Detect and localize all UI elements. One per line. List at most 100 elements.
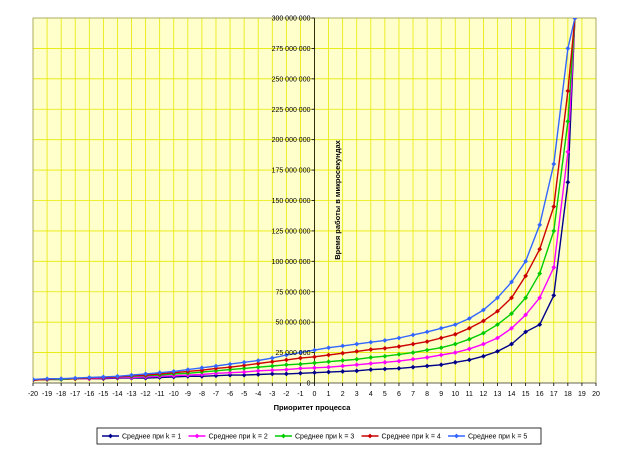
data-point-k5 xyxy=(368,339,374,345)
data-point-k5 xyxy=(410,332,416,338)
data-point-k1 xyxy=(565,179,571,185)
data-point-k3 xyxy=(283,362,289,368)
y-tick-label: 225 000 000 xyxy=(272,107,311,114)
legend-swatch-marker xyxy=(367,433,373,439)
y-tick-label: 75 000 000 xyxy=(275,289,310,296)
data-point-k5 xyxy=(452,322,458,327)
data-point-k2 xyxy=(382,359,388,365)
data-point-k4 xyxy=(213,366,219,371)
data-point-k3 xyxy=(509,311,514,317)
data-point-k5 xyxy=(438,325,444,331)
x-tick-label: -11 xyxy=(155,391,165,398)
data-point-k4 xyxy=(466,325,472,331)
data-point-k3 xyxy=(495,322,500,327)
x-tick-label: -13 xyxy=(126,391,136,398)
y-tick-label: 275 000 000 xyxy=(272,46,311,53)
data-point-k1 xyxy=(481,353,486,359)
data-point-k1 xyxy=(452,359,458,365)
data-point-k4 xyxy=(495,308,500,314)
data-point-k5 xyxy=(213,363,219,369)
x-tick-label: 19 xyxy=(578,391,586,398)
y-tick-label: 250 000 000 xyxy=(272,76,311,83)
data-point-k1 xyxy=(466,357,472,363)
data-point-k3 xyxy=(551,228,557,234)
data-point-k4 xyxy=(340,350,346,356)
data-point-k4 xyxy=(396,344,402,349)
x-tick-label: 20 xyxy=(592,391,600,398)
data-point-k3 xyxy=(424,347,430,353)
data-point-k5 xyxy=(227,361,233,367)
data-point-k5 xyxy=(495,295,500,301)
data-point-k4 xyxy=(565,88,571,94)
data-point-k4 xyxy=(255,361,261,366)
data-point-k3 xyxy=(298,361,303,367)
x-tick-label: -8 xyxy=(199,391,205,398)
data-point-k1 xyxy=(424,363,430,369)
data-point-k5 xyxy=(565,46,571,51)
x-tick-label: -18 xyxy=(56,391,66,398)
series-line-k5 xyxy=(33,18,576,381)
data-point-k4 xyxy=(354,348,360,354)
data-point-k2 xyxy=(312,365,317,371)
data-point-k5 xyxy=(523,258,529,264)
x-tick-label: 17 xyxy=(550,391,558,398)
data-point-k1 xyxy=(509,341,514,347)
data-point-k1 xyxy=(269,371,275,377)
data-point-k2 xyxy=(340,363,346,369)
data-point-k2 xyxy=(326,364,331,370)
data-point-k2 xyxy=(452,350,458,355)
y-axis-title: Время работы в микросекундах xyxy=(333,139,342,259)
data-point-k4 xyxy=(523,273,529,279)
x-tick-label: -9 xyxy=(185,391,191,398)
x-tick-label: 0 xyxy=(313,391,317,398)
data-point-k4 xyxy=(537,246,543,252)
legend-entry-label: Среднее при k = 1 xyxy=(122,434,181,441)
data-point-k1 xyxy=(312,370,317,376)
series-lines xyxy=(33,18,578,383)
data-point-k3 xyxy=(438,345,444,351)
data-point-k5 xyxy=(44,376,50,382)
data-point-k5 xyxy=(157,370,163,376)
data-point-k2 xyxy=(509,325,514,331)
x-tick-label: -20 xyxy=(28,391,38,398)
data-point-k2 xyxy=(396,358,402,364)
legend-swatch-marker xyxy=(194,433,200,439)
data-point-k5 xyxy=(354,341,360,347)
data-point-k4 xyxy=(481,318,486,324)
data-point-k1 xyxy=(255,372,261,377)
data-point-k1 xyxy=(241,372,247,378)
x-tick-label: -16 xyxy=(84,391,94,398)
data-point-k3 xyxy=(382,353,388,359)
data-point-k5 xyxy=(171,369,177,374)
data-point-k5 xyxy=(185,367,191,373)
data-point-k2 xyxy=(466,346,472,352)
data-point-k1 xyxy=(523,329,529,335)
y-tick-label: 200 000 000 xyxy=(272,137,311,144)
data-point-k4 xyxy=(382,345,388,351)
data-point-k2 xyxy=(298,366,303,371)
data-point-k2 xyxy=(410,356,416,362)
y-tick-label: 125 000 000 xyxy=(272,228,311,235)
legend-entry-label: Среднее при k = 4 xyxy=(382,434,441,441)
x-tick-label: -1 xyxy=(297,391,303,398)
x-tick-label: 4 xyxy=(369,391,373,398)
data-point-k5 xyxy=(33,376,36,382)
data-point-k3 xyxy=(255,364,261,370)
x-tick-label: 1 xyxy=(327,391,331,398)
data-point-k2 xyxy=(368,361,374,366)
data-point-k5 xyxy=(298,350,303,355)
x-tick-label: 15 xyxy=(522,391,530,398)
data-point-k5 xyxy=(424,329,430,335)
data-point-k2 xyxy=(283,367,289,373)
data-point-k5 xyxy=(312,347,317,353)
data-point-k4 xyxy=(551,204,557,209)
data-point-k3 xyxy=(340,358,346,363)
data-point-k2 xyxy=(481,341,486,347)
data-point-k2 xyxy=(424,355,430,360)
y-tick-label: 175 000 000 xyxy=(272,168,311,175)
data-point-k3 xyxy=(466,336,472,342)
x-tick-label: -6 xyxy=(227,391,233,398)
data-point-k4 xyxy=(283,357,289,363)
data-point-k5 xyxy=(255,358,261,363)
